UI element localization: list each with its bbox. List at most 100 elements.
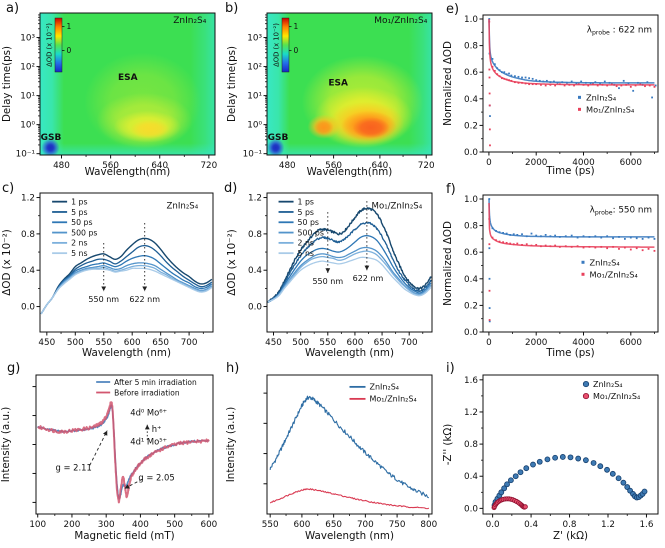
- svg-text:After 5 min irradiation: After 5 min irradiation: [114, 378, 197, 387]
- svg-text:550: 550: [95, 338, 112, 348]
- svg-text:ΔOD (x 10⁻²): ΔOD (x 10⁻²): [46, 23, 54, 67]
- svg-text:700: 700: [357, 520, 374, 530]
- svg-text:550 nm: 550 nm: [88, 295, 119, 304]
- panel-letter-a: a): [6, 1, 20, 16]
- svg-text:0.0: 0.0: [464, 148, 478, 158]
- svg-text:5 ns: 5 ns: [71, 249, 87, 258]
- svg-text:Wavelength (nm): Wavelength (nm): [82, 347, 171, 359]
- chart-d: 450 500 550 600 650 700 0.0 0.4 0.8 1.2 Wavelength…: [226, 192, 433, 359]
- svg-text:0.0: 0.0: [21, 303, 35, 313]
- svg-text:0.8: 0.8: [563, 520, 577, 530]
- svg-text:0: 0: [294, 46, 299, 55]
- svg-text:400: 400: [132, 520, 149, 530]
- svg-text:1.0: 1.0: [464, 195, 478, 205]
- svg-text:10⁻¹: 10⁻¹: [16, 150, 36, 160]
- svg-text:50 ps: 50 ps: [71, 218, 92, 227]
- svg-text:200: 200: [64, 520, 81, 530]
- svg-text:λprobe: 550 nm: λprobe: 550 nm: [590, 205, 652, 216]
- svg-text:500: 500: [292, 338, 309, 348]
- svg-text:0.4: 0.4: [464, 95, 478, 105]
- panel-letter-d: d): [224, 181, 238, 196]
- svg-text:ΔOD (x 10⁻²): ΔOD (x 10⁻²): [226, 229, 238, 295]
- panel-letter-b: b): [225, 1, 239, 16]
- svg-text:ZnIn₂S₄: ZnIn₂S₄: [593, 380, 622, 389]
- svg-text:1: 1: [294, 22, 299, 31]
- svg-text:0.0: 0.0: [248, 303, 262, 313]
- svg-text:0.2: 0.2: [464, 121, 478, 131]
- svg-text:Normalized ΔOD: Normalized ΔOD: [442, 221, 454, 306]
- svg-text:λprobe : 622 nm: λprobe : 622 nm: [587, 25, 652, 36]
- svg-text:2000: 2000: [525, 158, 548, 168]
- panel-e: e) 0 2000 4000 6000 0.0 0.2 0.4 0.6 0.8 1.0 Time (p…: [440, 0, 665, 178]
- svg-text:5 ps: 5 ps: [298, 208, 314, 217]
- svg-text:10¹: 10¹: [247, 92, 262, 102]
- svg-text:650: 650: [152, 338, 169, 348]
- svg-text:0.4: 0.4: [464, 275, 478, 285]
- svg-text:650: 650: [374, 338, 391, 348]
- svg-text:6000: 6000: [620, 338, 643, 348]
- svg-text:500 ps: 500 ps: [298, 228, 324, 237]
- panel-letter-i: i): [446, 361, 455, 376]
- svg-text:0.0: 0.0: [486, 520, 500, 530]
- svg-text:622 nm: 622 nm: [129, 295, 160, 304]
- panel-a: a) 480 560 640 720 10⁻¹ 10⁰ 10¹ 10² 10³ 1 0 ΔOD (x 1…: [0, 0, 222, 178]
- svg-text:ESA: ESA: [118, 73, 138, 83]
- svg-text:Wavelength (nm): Wavelength (nm): [305, 530, 394, 542]
- svg-text:10⁰: 10⁰: [20, 121, 35, 131]
- svg-text:550: 550: [319, 338, 336, 348]
- svg-text:10⁻¹: 10⁻¹: [243, 150, 263, 160]
- svg-text:0.8: 0.8: [21, 230, 35, 240]
- svg-text:640: 640: [151, 161, 168, 171]
- svg-text:600: 600: [294, 520, 311, 530]
- svg-text:0: 0: [486, 158, 492, 168]
- svg-text:550: 550: [262, 520, 279, 530]
- svg-text:Time (ps): Time (ps): [545, 165, 594, 177]
- svg-text:Delay time(ps): Delay time(ps): [226, 46, 238, 122]
- svg-text:ZnIn₂S₄: ZnIn₂S₄: [167, 201, 199, 211]
- svg-text:0.4: 0.4: [248, 266, 262, 276]
- svg-text:5 ns: 5 ns: [298, 249, 314, 258]
- svg-text:1.2: 1.2: [464, 408, 478, 418]
- svg-text:2000: 2000: [525, 338, 548, 348]
- svg-text:Time (ps): Time (ps): [545, 347, 594, 359]
- svg-text:ZnIn₂S₄: ZnIn₂S₄: [586, 92, 617, 102]
- svg-text:10¹: 10¹: [20, 92, 35, 102]
- svg-text:g = 2.05: g = 2.05: [138, 472, 174, 482]
- svg-text:Mo₁/ZnIn₂S₄: Mo₁/ZnIn₂S₄: [372, 201, 423, 211]
- svg-text:Before irradiation: Before irradiation: [114, 388, 180, 397]
- svg-text:10²: 10²: [20, 63, 35, 73]
- panel-letter-e: e): [446, 2, 460, 17]
- panel-letter-f: f): [446, 182, 456, 197]
- svg-text:0.8: 0.8: [248, 230, 262, 240]
- svg-text:10²: 10²: [247, 63, 262, 73]
- chart-h: 550 600 650 700 750 800 Wavelength (nm) Intensi…: [225, 374, 438, 542]
- svg-text:4d⁰ Mo⁶⁺: 4d⁰ Mo⁶⁺: [130, 408, 167, 418]
- svg-text:0.0: 0.0: [464, 328, 478, 338]
- svg-text:0.4: 0.4: [524, 520, 538, 530]
- svg-text:0: 0: [486, 338, 492, 348]
- panel-d: d) 450 500 550 600 650 700 0.0 0.4 0.8 1.2 Waveleng…: [222, 178, 440, 360]
- svg-text:Magnetic field (mT): Magnetic field (mT): [74, 530, 174, 542]
- svg-text:100: 100: [29, 520, 46, 530]
- svg-text:Wavelength (nm): Wavelength (nm): [305, 347, 394, 359]
- svg-text:0.8: 0.8: [464, 42, 478, 52]
- chart-a: 480 560 640 720 10⁻¹ 10⁰ 10¹ 10² 10³ 1 0 ΔOD (x 10⁻…: [1, 12, 218, 178]
- chart-c: 450 500 550 600 650 700 0.0 0.4 0.8 1.2 Wavelength…: [1, 192, 214, 359]
- svg-text:600: 600: [200, 520, 217, 530]
- panel-letter-c: c): [2, 181, 15, 196]
- svg-text:560: 560: [102, 161, 119, 171]
- svg-text:Mo₁/ZnIn₂S₄: Mo₁/ZnIn₂S₄: [593, 392, 640, 401]
- svg-text:600: 600: [124, 338, 141, 348]
- chart-f: 0 2000 4000 6000 0.0 0.2 0.4 0.6 0.8 1.0 Time (ps)…: [442, 194, 659, 359]
- svg-text:0.2: 0.2: [464, 301, 478, 311]
- panel-letter-h: h): [226, 361, 240, 376]
- chart-i: 0.0 0.4 0.8 1.2 1.6 0.0 0.4 0.8 1.2 1.6 Z' (kΩ) -Z'…: [442, 374, 659, 542]
- svg-text:h⁺: h⁺: [152, 424, 162, 434]
- svg-text:GSB: GSB: [41, 133, 62, 143]
- svg-text:6000: 6000: [620, 158, 643, 168]
- svg-text:1.6: 1.6: [464, 376, 478, 386]
- svg-text:600: 600: [347, 338, 364, 348]
- svg-text:650: 650: [325, 520, 342, 530]
- svg-text:720: 720: [418, 161, 435, 171]
- svg-text:720: 720: [200, 161, 217, 171]
